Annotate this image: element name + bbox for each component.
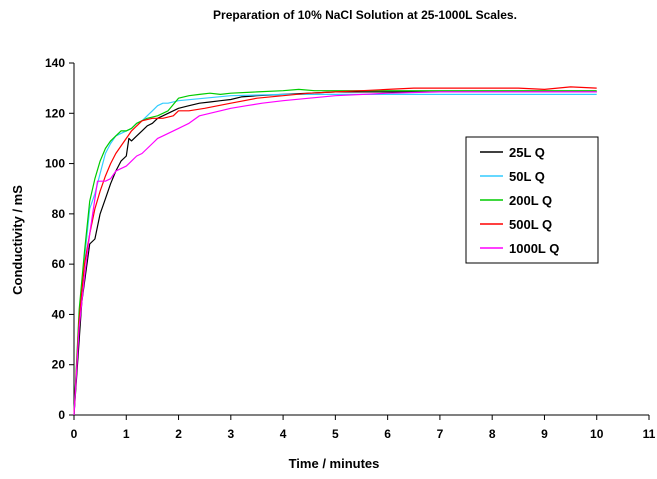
- x-tick-label: 0: [71, 427, 78, 441]
- x-tick-label: 2: [175, 427, 182, 441]
- legend-label-1000l-q: 1000L Q: [509, 241, 559, 256]
- legend-label-200l-q: 200L Q: [509, 193, 552, 208]
- chart-title: Preparation of 10% NaCl Solution at 25-1…: [213, 8, 517, 22]
- legend-label-500l-q: 500L Q: [509, 217, 552, 232]
- y-tick-label: 120: [45, 106, 65, 120]
- x-tick-label: 8: [489, 427, 496, 441]
- y-tick-label: 80: [52, 207, 66, 221]
- x-tick-label: 11: [643, 427, 656, 441]
- legend: 25L Q 50L Q 200L Q 500L Q 1000L Q: [465, 136, 599, 264]
- x-tick-label: 10: [590, 427, 604, 441]
- x-tick-label: 7: [437, 427, 444, 441]
- x-tick-label: 3: [227, 427, 234, 441]
- plot-area: 0 20 40 60 80 100 120 140 0 1 2 3 4 5 6 7 8 9 10 11: [45, 56, 656, 441]
- x-tick-label: 4: [280, 427, 287, 441]
- y-tick-label: 20: [52, 358, 66, 372]
- series-line-1000l-q: [73, 91, 597, 416]
- series-line-200l-q: [73, 88, 597, 416]
- y-tick-label: 100: [45, 157, 65, 171]
- x-tick-label: 6: [384, 427, 391, 441]
- y-axis-label: Conductivity / mS: [10, 185, 25, 295]
- y-tick-label: 40: [52, 307, 66, 321]
- series-line-500l-q: [73, 86, 597, 416]
- x-tick-label: 1: [123, 427, 130, 441]
- x-tick-label: 5: [332, 427, 339, 441]
- x-axis-label: Time / minutes: [289, 456, 380, 471]
- legend-label-25l-q: 25L Q: [509, 145, 545, 160]
- y-tick-label: 0: [58, 408, 65, 422]
- x-tick-label: 9: [541, 427, 548, 441]
- y-tick-label: 140: [45, 56, 65, 70]
- legend-label-50l-q: 50L Q: [509, 169, 545, 184]
- y-tick-label: 60: [52, 257, 66, 271]
